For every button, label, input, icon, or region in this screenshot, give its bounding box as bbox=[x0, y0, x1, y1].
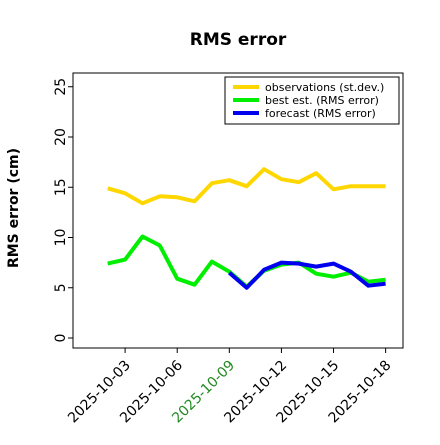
chart-title: RMS error bbox=[190, 30, 287, 50]
y-axis-label: RMS error (cm) bbox=[6, 148, 22, 268]
y-tick-label: 20 bbox=[53, 128, 69, 146]
series-line-1 bbox=[107, 234, 386, 289]
y-tick-label: 10 bbox=[53, 229, 69, 247]
series-lines bbox=[107, 167, 386, 290]
y-tick-label: 5 bbox=[53, 283, 69, 292]
legend: observations (st.dev.)best est. (RMS err… bbox=[224, 76, 400, 125]
legend-label: best est. (RMS error) bbox=[265, 94, 379, 107]
y-tick-label: 15 bbox=[53, 178, 69, 196]
legend-label: observations (st.dev.) bbox=[265, 81, 384, 94]
series-line-2 bbox=[227, 260, 386, 290]
plot-area-frame bbox=[72, 72, 404, 349]
y-axis-ticks: 0 5 10 15 20 25 bbox=[53, 78, 73, 343]
y-tick-label: 25 bbox=[53, 78, 69, 96]
series-line-0 bbox=[107, 167, 386, 206]
legend-label: forecast (RMS error) bbox=[265, 107, 376, 120]
y-tick-label: 0 bbox=[53, 334, 69, 343]
x-axis-ticks: 2025-10-032025-10-062025-10-092025-10-12… bbox=[65, 348, 394, 426]
